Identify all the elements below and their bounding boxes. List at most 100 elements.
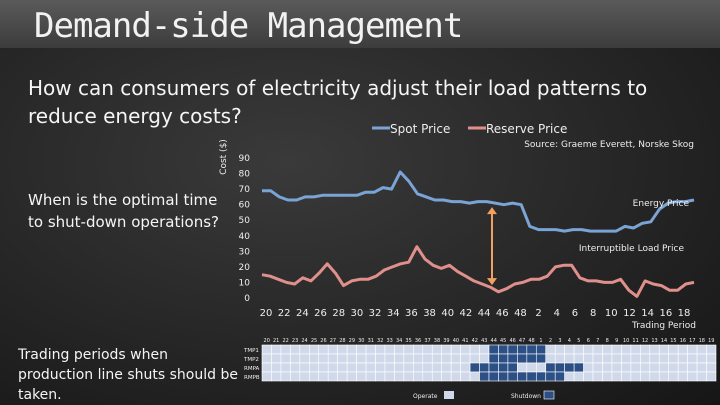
- y-tick-label: 80: [239, 170, 251, 180]
- shutdown-cell: [488, 353, 499, 364]
- operate-cell: [535, 362, 547, 373]
- schedule-period-label: 8: [606, 338, 609, 344]
- reserve-price-line: [261, 245, 695, 298]
- operate-cell: [668, 371, 679, 382]
- schedule-period-label: 37: [424, 338, 430, 344]
- shutdown-cell: [535, 371, 547, 382]
- operate-cell: [384, 344, 395, 355]
- operate-cell: [365, 344, 376, 355]
- operate-cell: [261, 371, 272, 382]
- shutdown-cell: [526, 353, 537, 364]
- operate-cell: [431, 344, 443, 355]
- legend-spot-label: Spot Price: [390, 122, 450, 136]
- operate-cell: [469, 371, 480, 382]
- x-tick-label: 22: [278, 308, 291, 319]
- shutdown-cell: [517, 353, 528, 364]
- schedule-period-label: 19: [708, 338, 714, 344]
- x-tick-label: 34: [387, 308, 400, 319]
- operate-cell: [687, 344, 698, 355]
- operate-cell: [271, 353, 282, 364]
- operate-cell: [280, 371, 291, 382]
- operate-cell: [413, 371, 424, 382]
- legend-operate-swatch: [444, 391, 454, 399]
- schedule-period-label: 5: [577, 338, 580, 344]
- operate-cell: [687, 371, 698, 382]
- operate-cell: [479, 344, 490, 355]
- operate-cell: [346, 344, 357, 355]
- schedule-period-label: 23: [292, 338, 298, 344]
- operate-cell: [271, 344, 282, 355]
- operate-cell: [403, 353, 414, 364]
- shutdown-cell: [488, 362, 499, 373]
- operate-cell: [290, 344, 301, 355]
- operate-cell: [460, 344, 471, 355]
- schedule-period-label: 36: [415, 338, 421, 344]
- operate-cell: [413, 362, 424, 373]
- x-tick-label: 4: [554, 308, 560, 319]
- y-tick-label: 40: [239, 232, 251, 242]
- operate-cell: [450, 371, 461, 382]
- operate-cell: [441, 371, 452, 382]
- schedule-period-label: 45: [500, 338, 506, 344]
- schedule-row-label: RMPA: [244, 366, 260, 372]
- operate-cell: [573, 371, 584, 382]
- operate-cell: [564, 344, 575, 355]
- operate-cell: [630, 353, 641, 364]
- schedule-period-label: 28: [339, 338, 345, 344]
- operate-cell: [602, 344, 613, 355]
- operate-cell: [630, 344, 641, 355]
- schedule-period-label: 24: [301, 338, 307, 344]
- operate-cell: [365, 353, 376, 364]
- schedule-period-label: 32: [377, 338, 383, 344]
- operate-cell: [280, 344, 291, 355]
- shutdown-cell: [545, 362, 556, 373]
- shutdown-cell: [479, 371, 490, 382]
- operate-cell: [403, 362, 414, 373]
- operate-cell: [583, 362, 594, 373]
- legend-operate-label: Operate: [413, 393, 438, 400]
- operate-cell: [431, 371, 443, 382]
- operate-cell: [592, 362, 603, 373]
- x-tick-label: 24: [296, 308, 309, 319]
- x-tick-label: 42: [460, 308, 473, 319]
- x-tick-label: 28: [332, 308, 345, 319]
- operate-cell: [299, 362, 310, 373]
- operate-cell: [706, 362, 717, 373]
- x-tick-label: 12: [623, 308, 636, 319]
- operate-cell: [375, 371, 386, 382]
- schedule-period-label: 16: [680, 338, 686, 344]
- operate-cell: [299, 353, 310, 364]
- shutdown-cell: [479, 362, 490, 373]
- operate-cell: [318, 371, 329, 382]
- operate-cell: [337, 353, 348, 364]
- operate-cell: [337, 362, 348, 373]
- shutdown-cell: [526, 371, 537, 382]
- operate-cell: [308, 371, 320, 382]
- operate-cell: [422, 344, 433, 355]
- y-tick-label: 10: [239, 278, 251, 288]
- schedule-period-label: 4: [568, 338, 571, 344]
- schedule-row-label: TMP1: [243, 348, 259, 354]
- operate-cell: [696, 371, 707, 382]
- x-tick-label: 16: [659, 308, 672, 319]
- y-tick-label: 20: [239, 263, 251, 273]
- operate-cell: [365, 371, 376, 382]
- operate-cell: [649, 362, 660, 373]
- schedule-period-label: 40: [453, 338, 459, 344]
- operate-cell: [621, 371, 632, 382]
- schedule-period-label: 44: [491, 338, 497, 344]
- operate-cell: [356, 344, 367, 355]
- schedule-row-label: TMP2: [243, 357, 259, 363]
- shutdown-cell: [488, 371, 499, 382]
- operate-cell: [602, 371, 613, 382]
- x-tick-label: 44: [478, 308, 491, 319]
- operate-cell: [394, 344, 405, 355]
- operate-cell: [592, 344, 603, 355]
- operate-cell: [299, 371, 310, 382]
- operate-cell: [318, 362, 329, 373]
- operate-cell: [384, 371, 395, 382]
- schedule-period-label: 31: [368, 338, 374, 344]
- operate-cell: [640, 362, 651, 373]
- operate-cell: [621, 353, 632, 364]
- shutdown-cell: [507, 371, 518, 382]
